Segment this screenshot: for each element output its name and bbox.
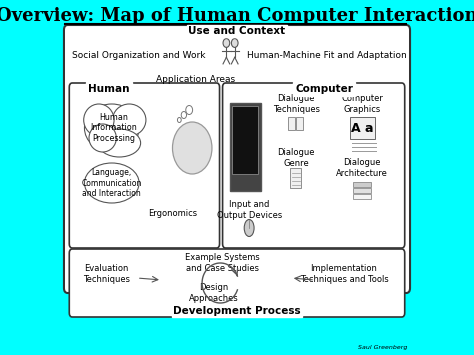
- Ellipse shape: [98, 129, 141, 157]
- Text: A a: A a: [351, 121, 374, 135]
- Text: Saul Greenberg: Saul Greenberg: [358, 345, 408, 350]
- Text: Evaluation
Techniques: Evaluation Techniques: [83, 264, 130, 284]
- FancyBboxPatch shape: [232, 106, 258, 174]
- Text: Social Organization and Work: Social Organization and Work: [73, 50, 206, 60]
- Circle shape: [231, 39, 238, 48]
- Text: Example Systems
and Case Studies: Example Systems and Case Studies: [185, 253, 260, 273]
- Circle shape: [223, 39, 230, 48]
- Text: Computer: Computer: [295, 84, 353, 94]
- Text: Human: Human: [88, 84, 129, 94]
- Text: Dialogue
Genre: Dialogue Genre: [277, 148, 315, 168]
- Ellipse shape: [244, 219, 254, 236]
- Text: Application Areas: Application Areas: [156, 75, 236, 83]
- Text: Overview: Map of Human Computer Interaction: Overview: Map of Human Computer Interact…: [0, 7, 474, 25]
- Ellipse shape: [89, 124, 116, 152]
- Text: Ergonomics: Ergonomics: [148, 208, 197, 218]
- FancyBboxPatch shape: [290, 168, 301, 188]
- Text: Use and Context: Use and Context: [189, 26, 285, 36]
- FancyBboxPatch shape: [288, 117, 295, 130]
- Ellipse shape: [112, 104, 146, 136]
- Text: Dialogue
Architecture: Dialogue Architecture: [336, 158, 388, 178]
- Text: Language,
Communication
and Interaction: Language, Communication and Interaction: [82, 168, 142, 198]
- FancyBboxPatch shape: [69, 83, 219, 248]
- Text: Development Process: Development Process: [173, 306, 301, 316]
- Ellipse shape: [84, 104, 114, 136]
- Circle shape: [186, 105, 192, 115]
- Ellipse shape: [84, 163, 139, 203]
- FancyBboxPatch shape: [353, 188, 371, 193]
- FancyBboxPatch shape: [64, 25, 410, 293]
- FancyBboxPatch shape: [350, 117, 374, 139]
- Text: Implementation
Techniques and Tools: Implementation Techniques and Tools: [300, 264, 388, 284]
- Text: Human-Machine Fit and Adaptation: Human-Machine Fit and Adaptation: [246, 50, 406, 60]
- Text: Design
Approaches: Design Approaches: [189, 283, 238, 303]
- Circle shape: [181, 111, 187, 119]
- FancyBboxPatch shape: [353, 194, 371, 199]
- Text: Human
Information
Processing: Human Information Processing: [90, 113, 137, 143]
- FancyBboxPatch shape: [230, 103, 261, 191]
- Circle shape: [173, 122, 212, 174]
- FancyBboxPatch shape: [296, 117, 303, 130]
- FancyBboxPatch shape: [223, 83, 405, 248]
- Circle shape: [177, 118, 181, 122]
- FancyBboxPatch shape: [69, 249, 405, 317]
- Text: Computer
Graphics: Computer Graphics: [341, 94, 383, 114]
- Text: Dialogue
Techniques: Dialogue Techniques: [273, 94, 319, 114]
- FancyBboxPatch shape: [353, 182, 371, 187]
- Text: Input and
Output Devices: Input and Output Devices: [217, 200, 282, 220]
- Ellipse shape: [84, 104, 139, 152]
